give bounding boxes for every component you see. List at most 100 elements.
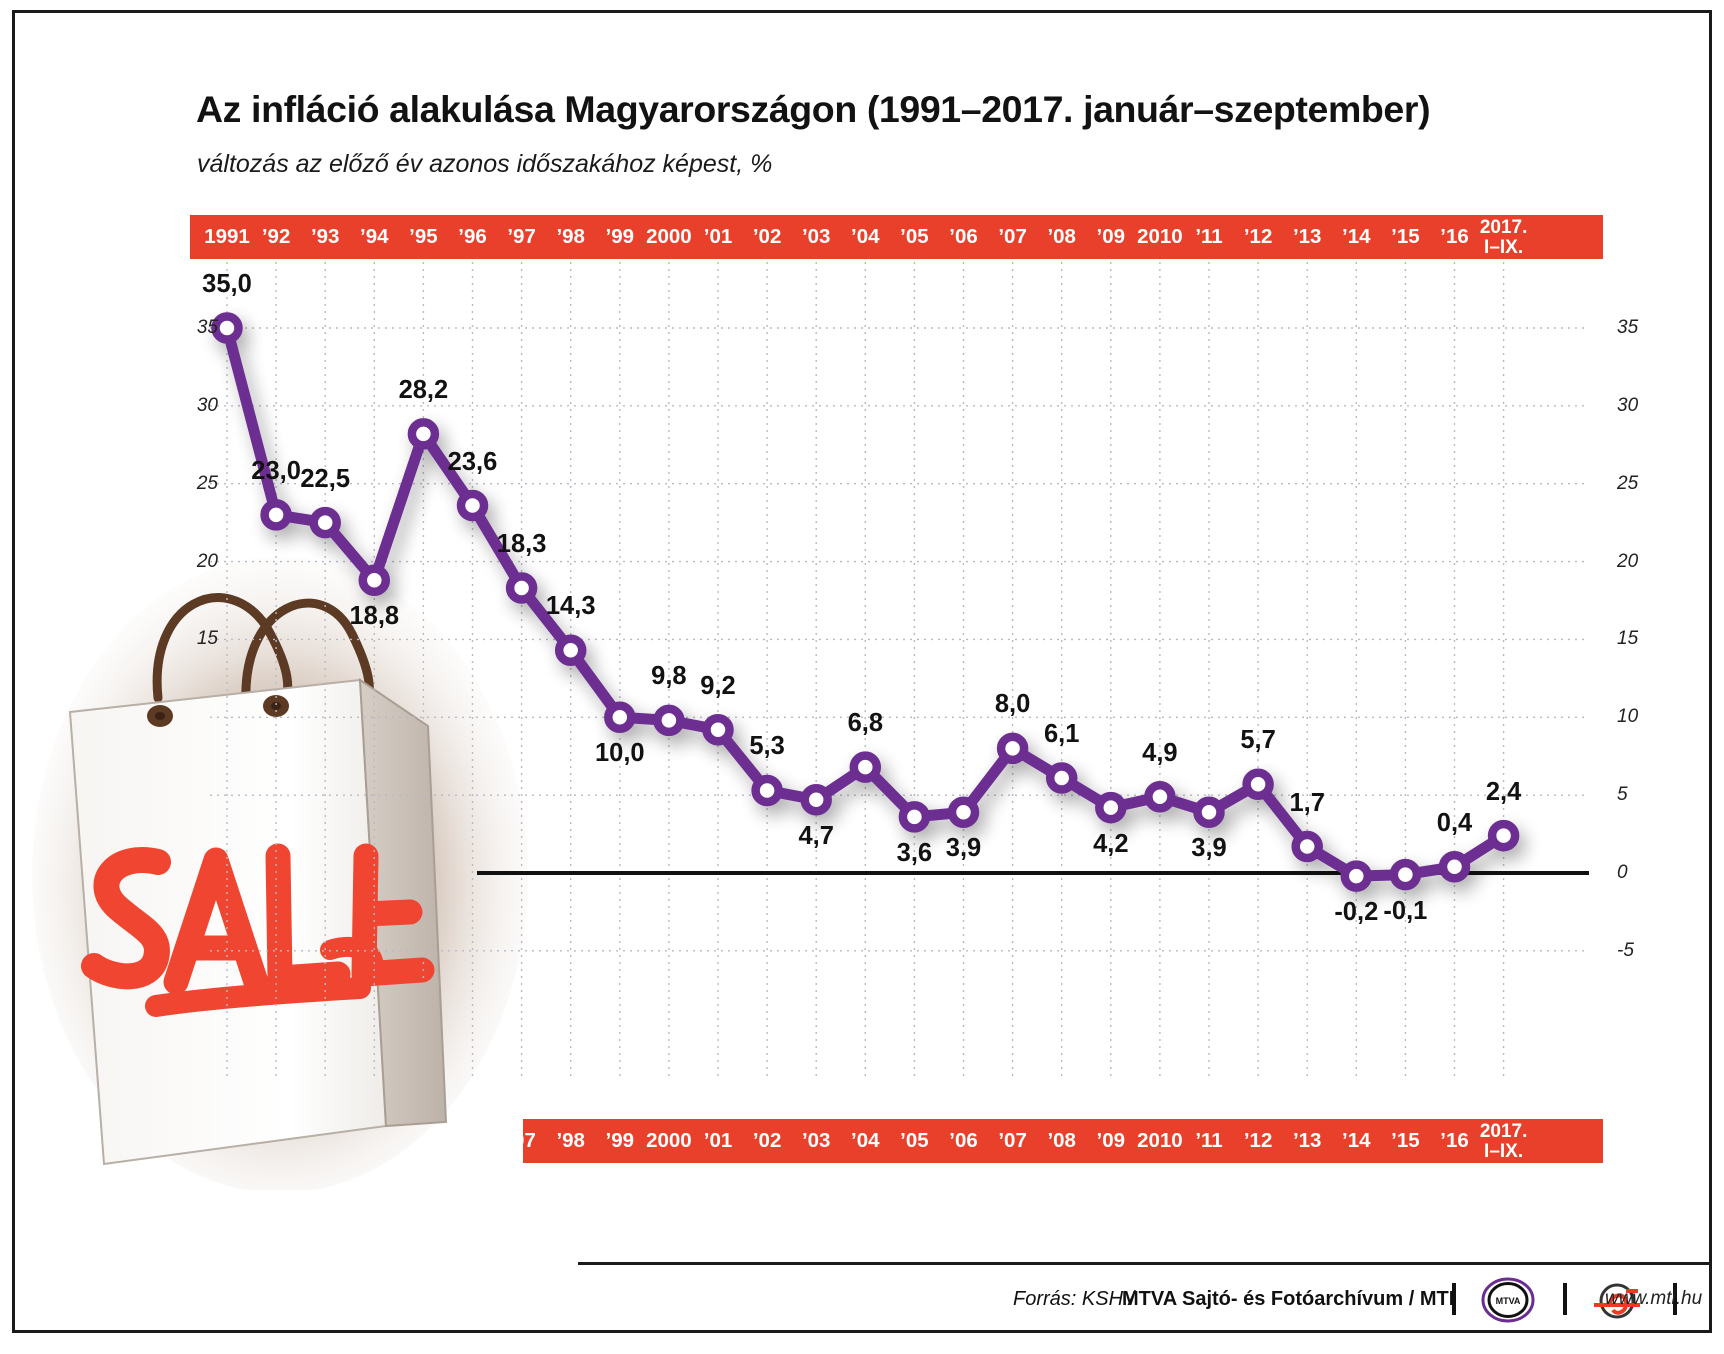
year-tick-label: 2017. I–IX. <box>1479 1121 1528 1162</box>
mtva-logo-icon: MTVA <box>1481 1277 1535 1323</box>
y-axis-tick-left: 25 <box>196 472 218 494</box>
source-label: Forrás: KSH / <box>1013 1288 1135 1310</box>
year-tick-label: ’94 <box>360 225 389 248</box>
year-tick-label: ’01 <box>703 225 733 248</box>
y-axis-tick-right: 35 <box>1617 317 1639 338</box>
year-axis-bar-bottom: ’97 ’98 ’99 2000 ’01 ’02 ’03 ’04 ’05 ’06 ’07 ’08 ’09… <box>507 1119 1603 1163</box>
year-axis-bar-top: 1991 ’92 ’93 ’94 ’95 ’96 ’97 ’98 ’99 2000 ’01 ’02 ’0… <box>190 215 1603 259</box>
year-tick-label: ’13 <box>1292 1129 1322 1152</box>
year-tick-label: ’14 <box>1342 1129 1371 1152</box>
data-point-label: 4,7 <box>798 821 834 850</box>
data-point-label: 6,1 <box>1043 720 1080 748</box>
year-tick-label: ’11 <box>1195 1129 1223 1152</box>
year-tick-label: ’06 <box>949 1129 978 1152</box>
year-tick-label: ’06 <box>949 225 978 248</box>
year-tick-label: ’93 <box>310 225 340 248</box>
year-tick-label: 1991 <box>204 225 250 248</box>
year-tick-label: ’15 <box>1391 225 1420 248</box>
y-axis-tick-right: 20 <box>1617 550 1639 572</box>
data-point-label: 3,6 <box>896 838 933 867</box>
year-tick-label: ’08 <box>1047 1129 1076 1152</box>
year-tick-label: ’03 <box>801 225 831 248</box>
data-point-label: 8,0 <box>994 690 1031 719</box>
year-tick-label: ’92 <box>261 225 291 248</box>
year-tick-label: ’16 <box>1440 225 1469 248</box>
year-tick-label: ’12 <box>1243 1129 1273 1152</box>
y-axis-tick-left: 15 <box>196 628 218 650</box>
year-tick-label: ’04 <box>851 1129 880 1152</box>
y-axis-tick-right: 30 <box>1617 394 1639 416</box>
frame-bottom-rule <box>12 1330 1712 1333</box>
chart-subtitle: változás az előző év azonos időszakához … <box>197 150 773 178</box>
data-point-label: 5,7 <box>1240 726 1276 755</box>
year-tick-label: ’97 <box>507 1129 536 1152</box>
data-point-label: 23,6 <box>447 447 498 476</box>
frame-right-rule <box>1709 10 1712 1333</box>
year-tick-label: ’98 <box>556 1129 585 1152</box>
y-axis-tick-right: 5 <box>1617 784 1628 806</box>
data-point-label: 3,9 <box>945 834 982 863</box>
year-tick-label: ’13 <box>1292 225 1322 248</box>
data-point-label: 6,8 <box>847 709 884 738</box>
year-tick-label: ’11 <box>1195 225 1223 248</box>
year-tick-label: 2000 <box>646 1129 692 1152</box>
data-point-label: 9,8 <box>651 662 687 691</box>
year-tick-label: ’08 <box>1047 225 1076 248</box>
data-point-label: 18,8 <box>349 602 400 631</box>
year-tick-label: ’98 <box>556 225 585 248</box>
year-tick-label: ’01 <box>703 1129 733 1152</box>
chart-title: Az infláció alakulása Magyarországon (19… <box>196 88 1431 130</box>
year-tick-label: 2010 <box>1137 1129 1183 1152</box>
y-axis-tick-left: 35 <box>196 317 218 338</box>
data-point-label: 9,2 <box>700 671 736 700</box>
year-tick-label: ’07 <box>998 225 1027 248</box>
data-point-label: 28,2 <box>398 375 449 404</box>
frame-top-rule <box>12 10 1712 13</box>
data-point-label: 14,3 <box>545 592 596 621</box>
data-point-label: 0,4 <box>1436 808 1473 837</box>
data-point-label: 23,0 <box>251 456 301 485</box>
year-tick-label: ’97 <box>507 225 536 248</box>
year-tick-label: 2000 <box>646 225 692 248</box>
chart-gridlines <box>210 262 1589 1077</box>
year-tick-label: ’09 <box>1096 225 1126 248</box>
y-axis-tick-right: 15 <box>1617 628 1639 650</box>
svg-text:MTVA: MTVA <box>1496 1296 1521 1306</box>
year-tick-label: ’02 <box>752 1129 782 1152</box>
y-axis-tick-right: 10 <box>1617 706 1639 728</box>
year-tick-label: ’09 <box>1096 1129 1126 1152</box>
y-axis-tick-right: 25 <box>1617 472 1639 494</box>
year-tick-label: ’07 <box>998 1129 1027 1152</box>
data-point-label: 10,0 <box>594 739 645 768</box>
mti-logo-icon <box>1594 1283 1640 1319</box>
frame-left-rule <box>12 10 15 1333</box>
y-axis-tick-left: 30 <box>196 394 218 416</box>
data-point-label: 4,9 <box>1142 738 1178 767</box>
data-point-label: -0,1 <box>1383 896 1428 925</box>
year-tick-label: ’15 <box>1391 1129 1420 1152</box>
footer-separator-1 <box>1452 1283 1456 1315</box>
y-axis-tick-right: -5 <box>1617 939 1634 961</box>
data-point-label: -0,2 <box>1334 898 1379 927</box>
data-point-label: 4,2 <box>1093 829 1129 858</box>
footer-separator-3 <box>1673 1283 1677 1315</box>
year-tick-label: ’96 <box>458 225 487 248</box>
year-tick-label: ’12 <box>1243 225 1273 248</box>
data-point-label: 1,7 <box>1289 788 1325 817</box>
data-point-label: 5,3 <box>749 732 785 761</box>
data-point-label: 35,0 <box>202 270 252 298</box>
shopping-bag-illustration <box>30 530 530 1193</box>
chart-plot-area: 35 30 25 20 15 35 30 25 20 15 10 5 0 -5 35,0 23,0 22,5 18… <box>190 262 1638 1117</box>
year-tick-label: ’04 <box>851 225 880 248</box>
footer-rule <box>578 1262 1712 1265</box>
data-point-label: 3,9 <box>1191 834 1227 863</box>
website-url: www.mti.hu <box>1605 1288 1703 1309</box>
y-axis-tick-right: 0 <box>1617 862 1628 883</box>
year-tick-label: ’02 <box>752 225 782 248</box>
data-point-label: 18,3 <box>496 530 547 559</box>
year-tick-label: ’05 <box>900 225 929 248</box>
year-tick-label: ’03 <box>801 1129 831 1152</box>
year-tick-label: ’99 <box>605 1129 635 1152</box>
data-point-label: 22,5 <box>300 464 351 493</box>
